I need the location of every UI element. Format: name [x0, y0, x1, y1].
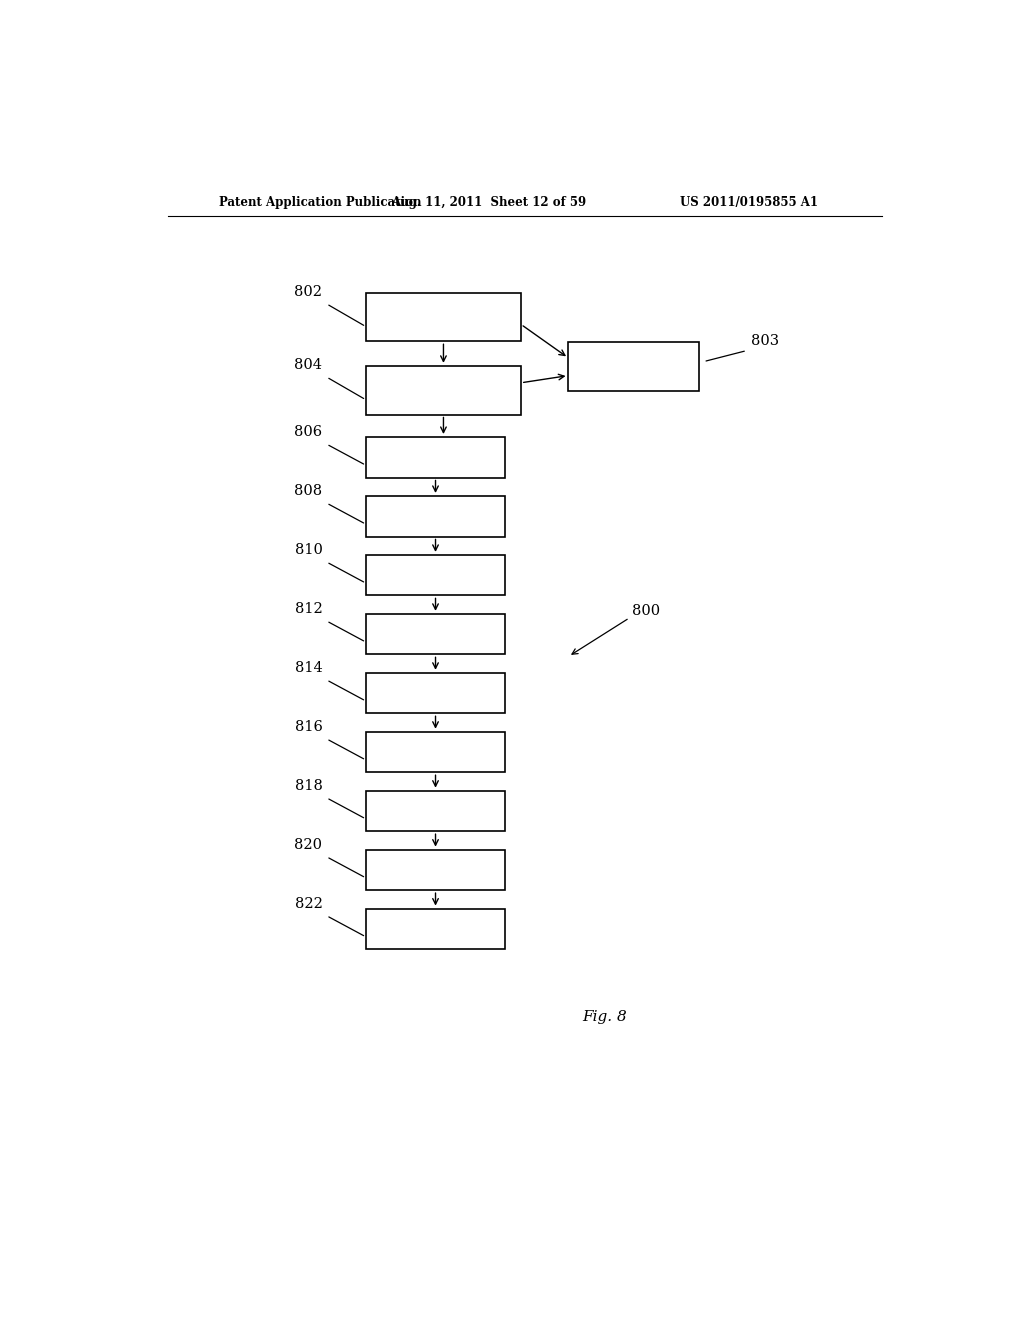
Text: Fig. 8: Fig. 8 — [582, 1010, 627, 1024]
Text: Patent Application Publication: Patent Application Publication — [219, 195, 422, 209]
Bar — [367, 366, 521, 414]
Text: 816: 816 — [295, 719, 323, 734]
Bar — [367, 293, 521, 342]
Bar — [367, 731, 505, 772]
Text: 803: 803 — [751, 334, 779, 348]
Bar — [367, 791, 505, 832]
Text: US 2011/0195855 A1: US 2011/0195855 A1 — [680, 195, 818, 209]
Bar — [367, 554, 505, 595]
Bar — [367, 437, 505, 478]
Text: 806: 806 — [294, 425, 323, 440]
Text: 808: 808 — [294, 484, 323, 498]
Text: 818: 818 — [295, 779, 323, 792]
Text: 802: 802 — [295, 285, 323, 298]
Bar — [568, 342, 699, 391]
Text: 814: 814 — [295, 661, 323, 675]
Text: 804: 804 — [295, 358, 323, 372]
Bar — [367, 496, 505, 536]
Text: 822: 822 — [295, 896, 323, 911]
Bar — [367, 673, 505, 713]
Bar — [367, 614, 505, 655]
Text: 810: 810 — [295, 543, 323, 557]
Text: 800: 800 — [632, 603, 660, 618]
Text: 812: 812 — [295, 602, 323, 615]
Bar — [367, 850, 505, 890]
Text: Aug. 11, 2011  Sheet 12 of 59: Aug. 11, 2011 Sheet 12 of 59 — [391, 195, 587, 209]
Bar — [367, 908, 505, 949]
Text: 820: 820 — [295, 838, 323, 851]
